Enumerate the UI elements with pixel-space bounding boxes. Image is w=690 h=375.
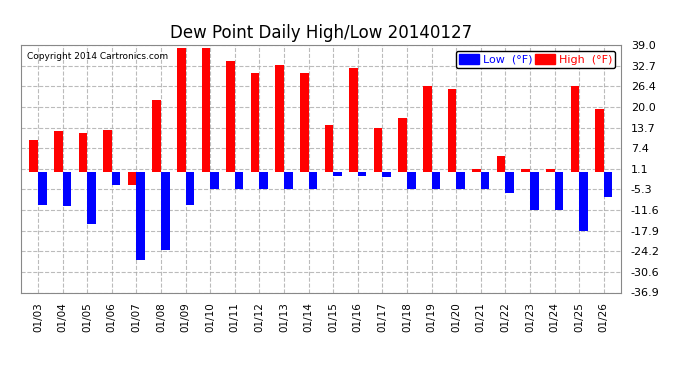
Bar xyxy=(152,100,161,172)
Bar xyxy=(38,172,46,205)
Bar xyxy=(259,172,268,189)
Bar xyxy=(604,172,613,196)
Bar xyxy=(161,172,170,250)
Bar xyxy=(349,68,357,172)
Bar xyxy=(210,172,219,189)
Bar xyxy=(103,130,112,172)
Bar xyxy=(333,172,342,176)
Bar xyxy=(226,61,235,172)
Legend: Low  (°F), High  (°F): Low (°F), High (°F) xyxy=(456,51,615,68)
Bar xyxy=(201,48,210,172)
Bar xyxy=(505,172,514,194)
Bar xyxy=(530,172,539,210)
Bar xyxy=(300,73,308,172)
Bar xyxy=(308,172,317,189)
Bar xyxy=(112,172,120,185)
Bar xyxy=(431,172,440,189)
Bar xyxy=(275,64,284,172)
Bar xyxy=(186,172,194,205)
Bar xyxy=(54,131,63,172)
Bar xyxy=(79,133,87,172)
Bar xyxy=(423,86,431,172)
Bar xyxy=(137,172,145,260)
Bar xyxy=(29,140,38,172)
Bar xyxy=(357,172,366,176)
Bar xyxy=(128,172,137,185)
Bar xyxy=(284,172,293,189)
Bar xyxy=(448,89,456,172)
Bar xyxy=(522,169,530,172)
Bar xyxy=(324,125,333,172)
Title: Dew Point Daily High/Low 20140127: Dew Point Daily High/Low 20140127 xyxy=(170,24,472,42)
Bar xyxy=(579,172,588,231)
Bar xyxy=(546,169,555,172)
Bar xyxy=(407,172,415,189)
Bar xyxy=(235,172,244,189)
Bar xyxy=(250,73,259,172)
Bar xyxy=(63,172,71,206)
Bar xyxy=(472,169,481,172)
Bar xyxy=(398,118,407,172)
Bar xyxy=(595,109,604,172)
Bar xyxy=(382,172,391,177)
Bar xyxy=(456,172,465,189)
Bar xyxy=(87,172,96,224)
Bar xyxy=(555,172,563,210)
Bar xyxy=(571,86,579,172)
Text: Copyright 2014 Cartronics.com: Copyright 2014 Cartronics.com xyxy=(27,53,168,62)
Bar xyxy=(481,172,489,189)
Bar xyxy=(177,48,186,172)
Bar xyxy=(374,128,382,172)
Bar xyxy=(497,156,505,172)
